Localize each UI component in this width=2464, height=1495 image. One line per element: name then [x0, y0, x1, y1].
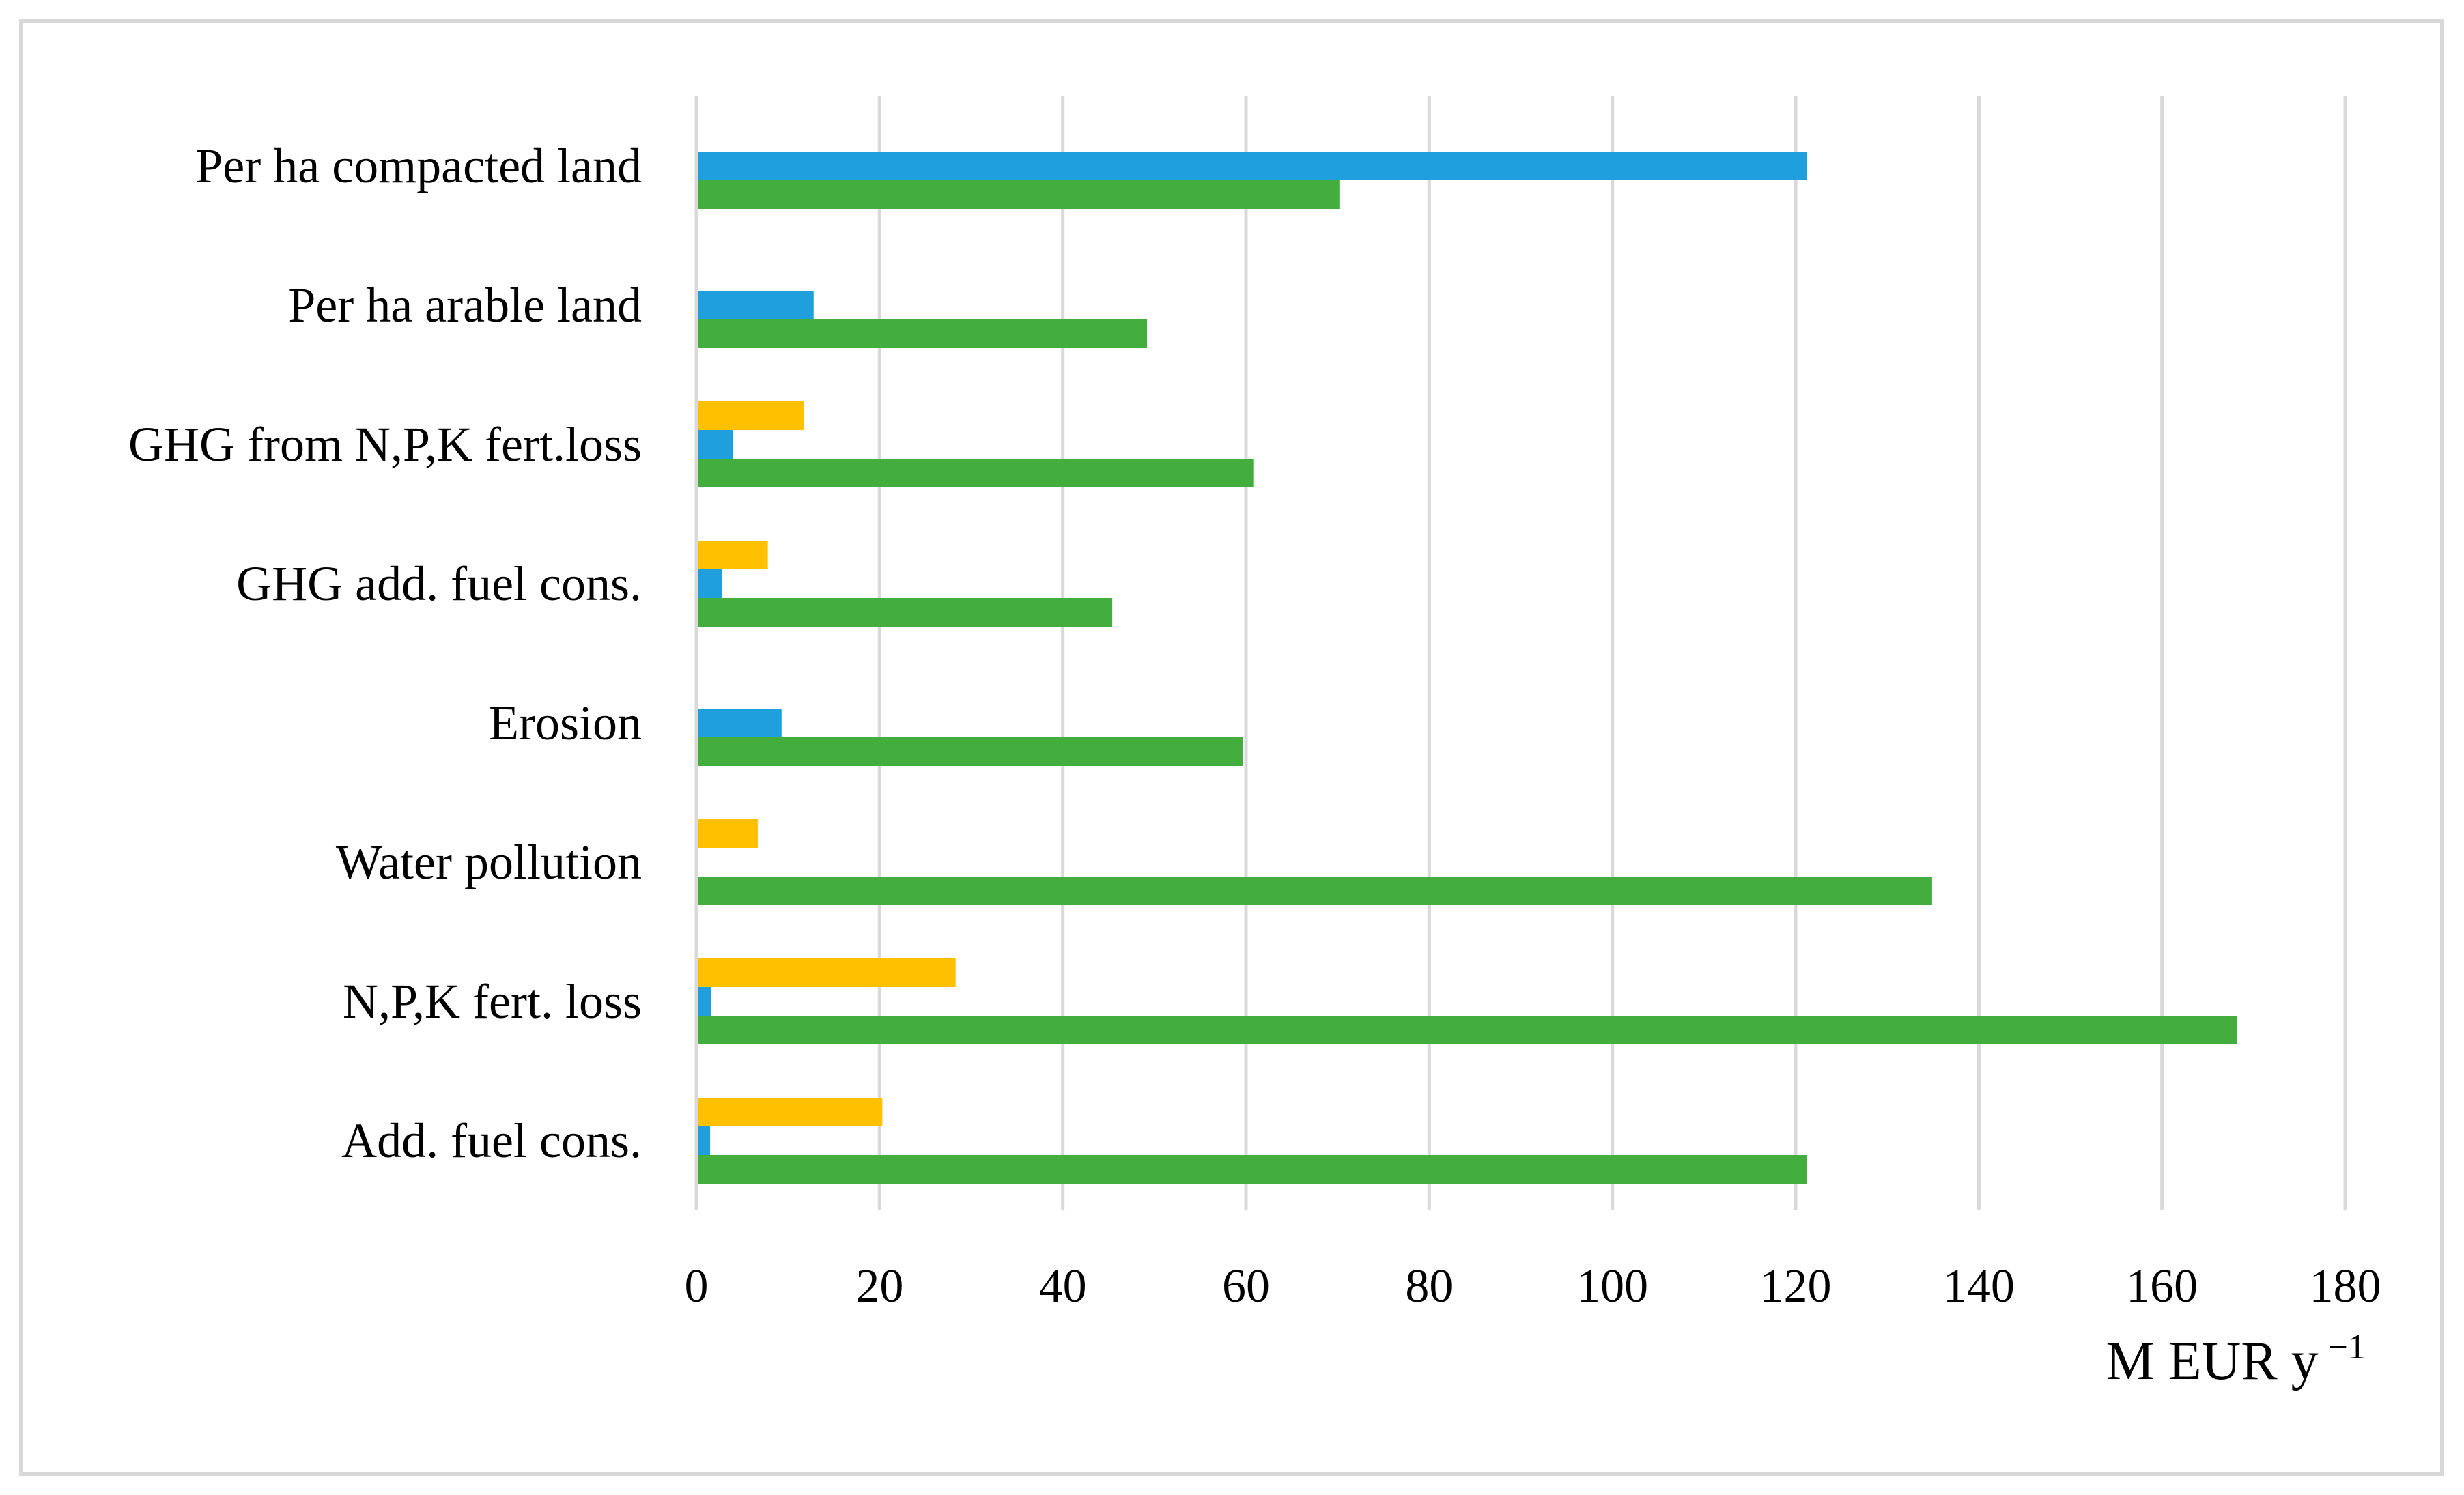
category-label-3: Erosion [489, 696, 642, 750]
bar-1-0 [696, 1098, 883, 1126]
category-labels: Add. fuel cons. N,P,K fert. loss Water pol… [128, 139, 642, 1168]
bar-2-7 [696, 152, 1807, 180]
bar-2-1 [696, 987, 711, 1016]
bar-3-5 [696, 459, 1254, 487]
x-tick-label-180: 180 [2310, 1260, 2381, 1313]
category-label-1: N,P,K fert. loss [343, 974, 642, 1029]
x-tick-label-80: 80 [1405, 1260, 1453, 1313]
bar-3-4 [696, 598, 1113, 627]
x-tick-label-20: 20 [855, 1260, 903, 1313]
category-label-0: Add. fuel cons. [341, 1113, 642, 1168]
category-label-4: GHG add. fuel cons. [236, 556, 642, 611]
bar-3-3 [696, 737, 1243, 766]
bar-2-4 [696, 569, 722, 598]
bar-3-6 [696, 319, 1148, 348]
x-axis-title-text: M EUR y [2106, 1331, 2319, 1391]
x-tick-label-120: 120 [1760, 1260, 1832, 1313]
category-label-7: Per ha compacted land [195, 139, 642, 193]
category-label-6: Per ha arable land [288, 278, 642, 332]
x-tick-label-40: 40 [1039, 1260, 1087, 1313]
bar-2-5 [696, 430, 733, 459]
bar-3-2 [696, 877, 1932, 905]
bar-1-4 [696, 541, 768, 569]
bar-3-7 [696, 180, 1340, 209]
bar-2-0 [696, 1126, 711, 1155]
category-label-2: Water pollution [336, 835, 642, 889]
category-label-5: GHG from N,P,K fert.loss [128, 417, 642, 472]
bar-1-5 [696, 401, 804, 430]
bar-1-2 [696, 819, 758, 848]
x-tick-label-160: 160 [2126, 1260, 2198, 1313]
bar-3-0 [696, 1155, 1807, 1184]
bars [696, 152, 2237, 1184]
x-tick-label-140: 140 [1943, 1260, 2015, 1313]
x-axis-title-superscript: −1 [2328, 1328, 2366, 1367]
tick-labels: 0 20 40 60 80 100 120 140 160 180 [685, 1260, 2381, 1313]
bar-1-1 [696, 958, 956, 987]
x-tick-label-100: 100 [1576, 1260, 1648, 1313]
x-axis-title: M EUR y −1 [2106, 1328, 2366, 1391]
bar-2-3 [696, 709, 782, 737]
x-tick-label-60: 60 [1222, 1260, 1270, 1313]
bar-2-6 [696, 291, 814, 319]
bar-3-1 [696, 1016, 2237, 1044]
x-tick-label-0: 0 [685, 1260, 709, 1313]
